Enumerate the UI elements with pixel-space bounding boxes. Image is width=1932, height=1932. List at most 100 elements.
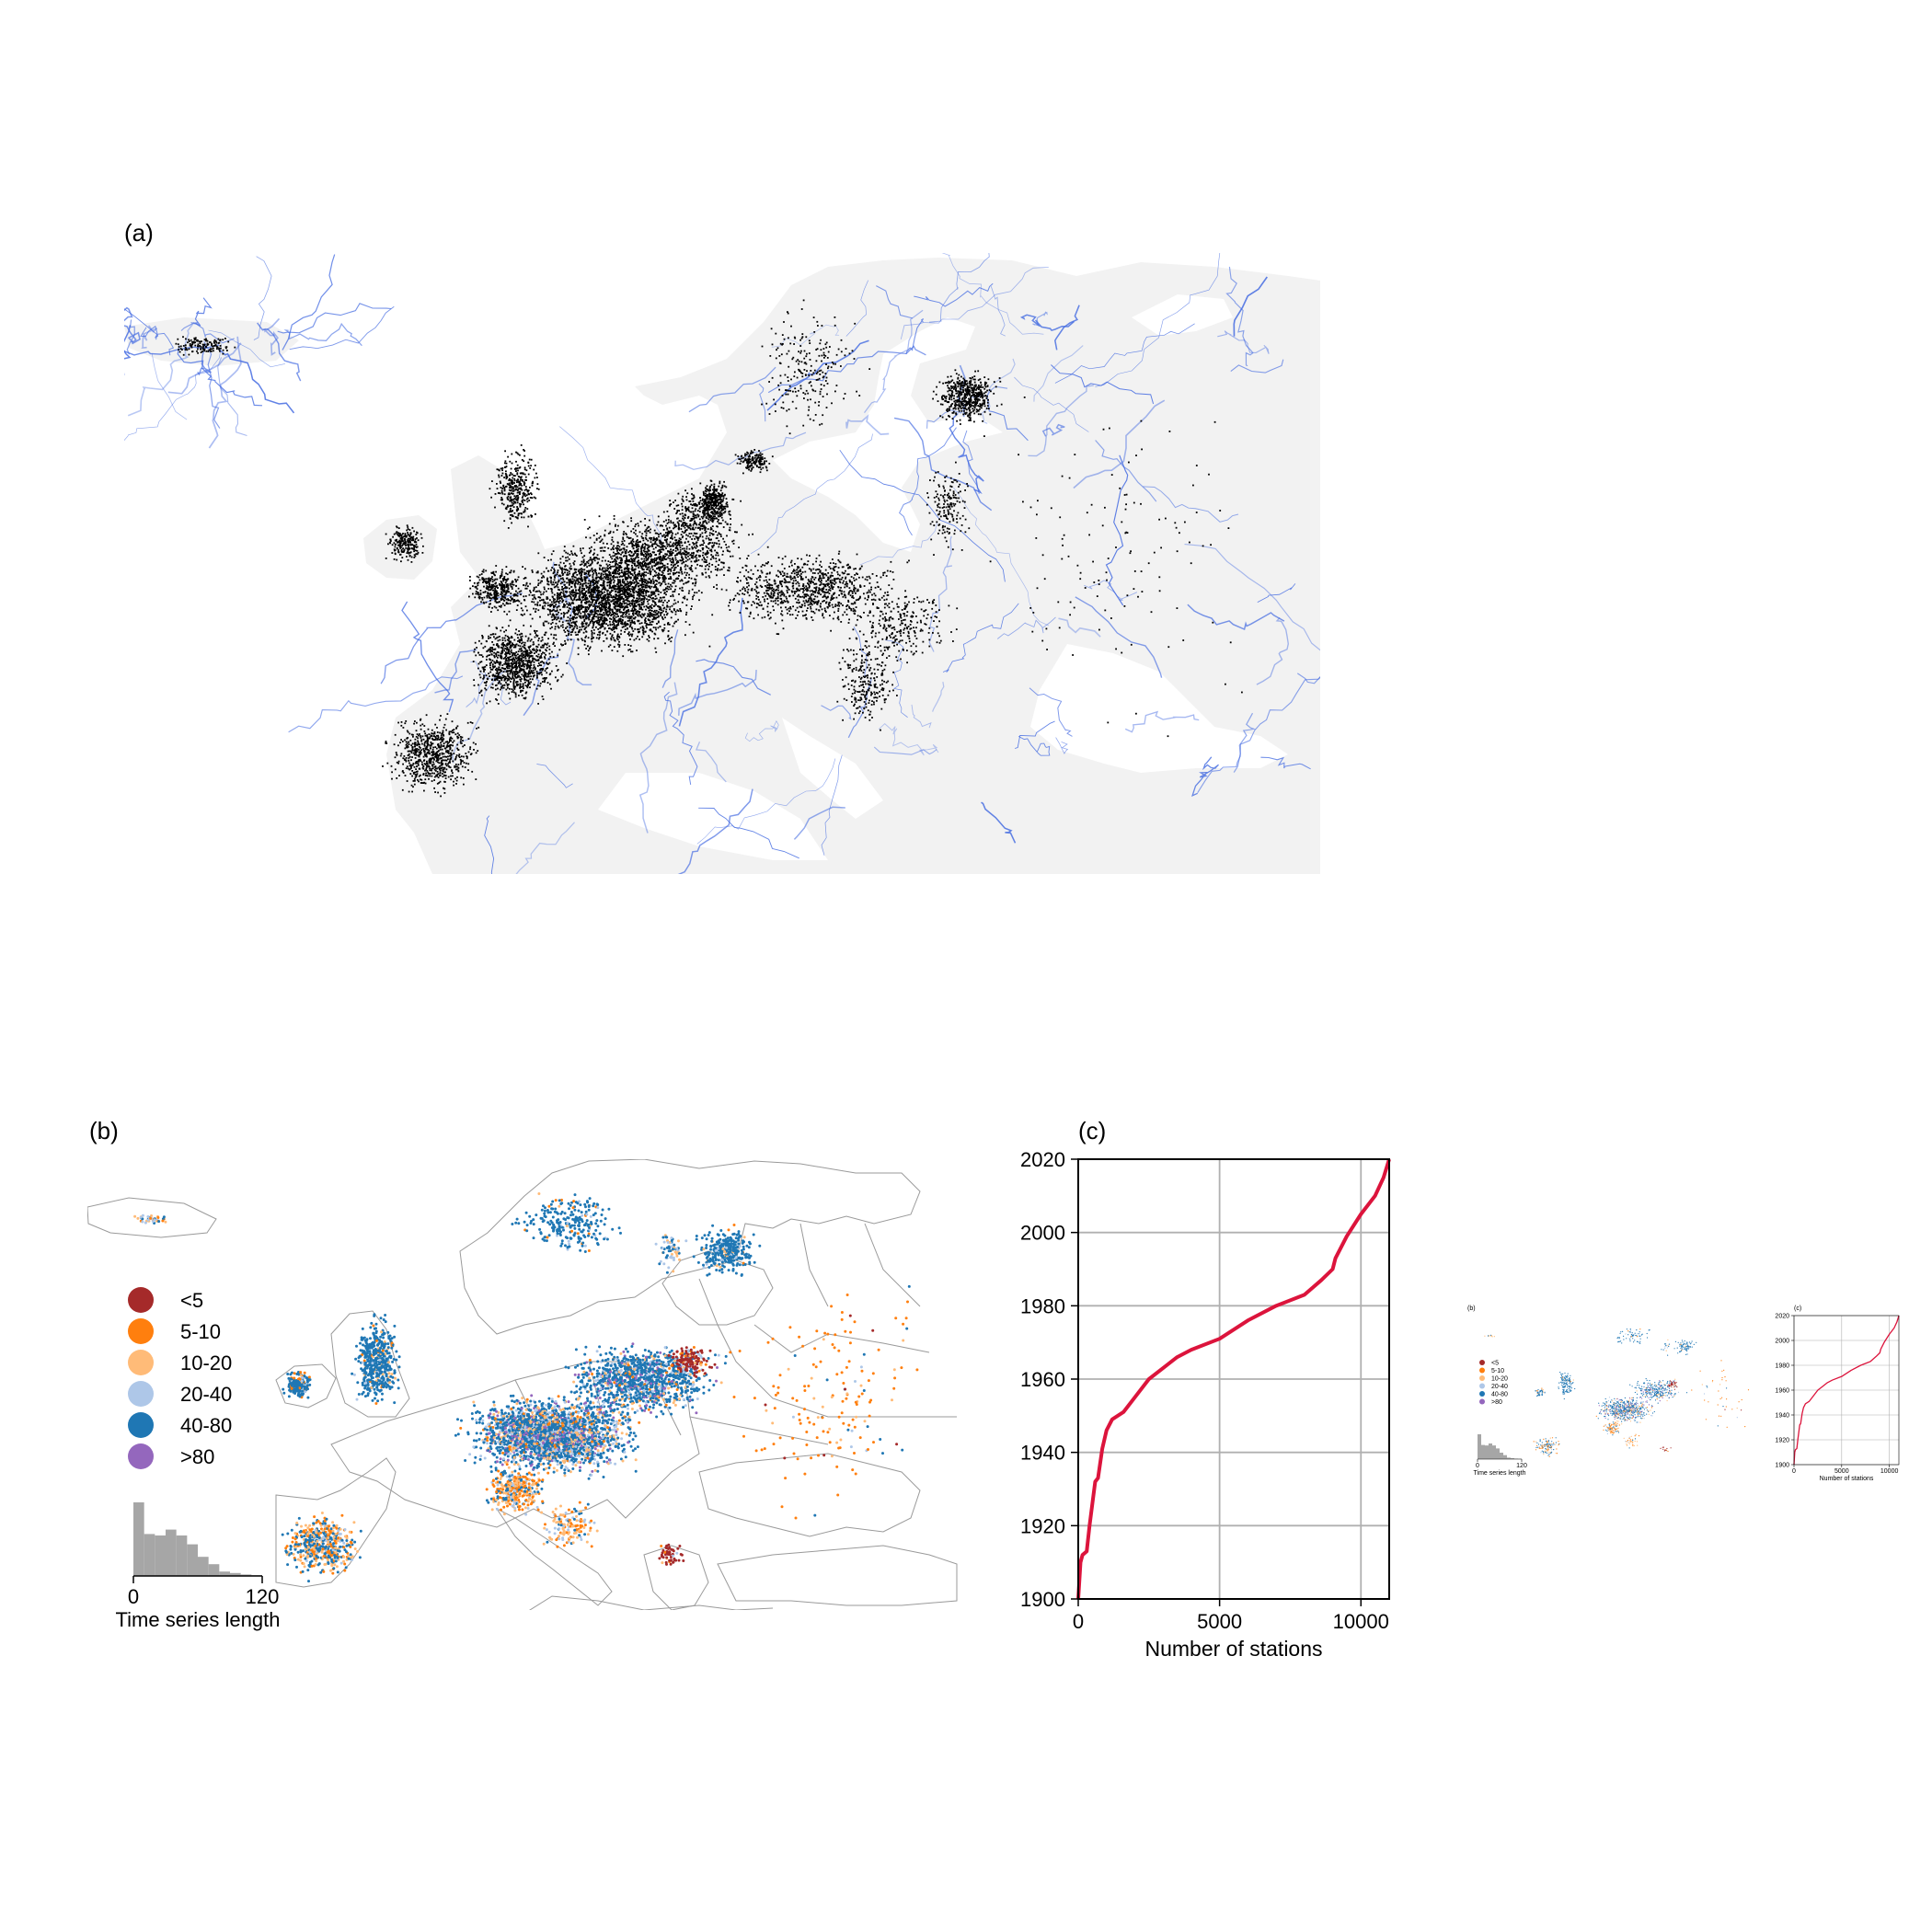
station-dot (581, 587, 584, 590)
station-dot (601, 617, 604, 619)
station-dot (599, 578, 602, 580)
station-dot (556, 618, 558, 621)
station-dot (592, 605, 594, 607)
river-line (941, 253, 1044, 335)
station-dot (662, 629, 665, 631)
station-dot (791, 577, 794, 580)
station-dot (593, 613, 595, 615)
river-line (1095, 253, 1221, 387)
station-dot (661, 616, 663, 619)
station-dot (611, 558, 614, 560)
station-dot (822, 595, 825, 597)
station-dot (661, 611, 663, 614)
station-dot (635, 529, 637, 532)
station-dot (658, 556, 661, 558)
station-dot (674, 539, 677, 542)
station-dot (526, 664, 528, 666)
station-dot (645, 625, 648, 627)
station-dot (554, 645, 556, 647)
station-dot (657, 612, 660, 614)
station-dot (625, 624, 627, 627)
station-dot (551, 609, 554, 612)
station-dot (691, 570, 694, 572)
station-dot (634, 525, 637, 528)
station-dot (626, 535, 628, 538)
station-dot (815, 582, 818, 585)
station-dot (646, 598, 648, 601)
station-dot (578, 572, 581, 575)
station-dot (624, 628, 627, 631)
station-dot (615, 585, 617, 588)
station-dot (626, 546, 628, 548)
station-dot (590, 598, 592, 600)
station-dot (618, 603, 620, 605)
station-dot (629, 638, 631, 640)
station-dot (620, 544, 623, 546)
station-dot (646, 563, 648, 566)
station-dot (657, 557, 660, 559)
station-dot (628, 600, 631, 603)
station-dot (647, 544, 650, 546)
station-dot (635, 541, 638, 543)
station-dot (474, 641, 477, 644)
station-dot (669, 608, 671, 611)
station-dot (608, 570, 610, 573)
station-dot (650, 581, 652, 583)
station-dot (777, 589, 780, 592)
station-dot (499, 638, 501, 641)
station-dot (524, 678, 527, 681)
station-dot (501, 627, 504, 628)
station-dot (527, 679, 530, 682)
station-dot (565, 557, 567, 559)
station-dot (517, 637, 519, 639)
station-dot (585, 617, 588, 620)
station-dot (678, 542, 681, 544)
station-dot (529, 639, 532, 642)
station-dot (585, 615, 587, 617)
station-dot (811, 563, 814, 566)
station-dot (574, 586, 577, 588)
station-dot (813, 583, 816, 585)
station-dot (606, 611, 609, 614)
station-dot (661, 559, 664, 561)
station-dot (613, 628, 615, 630)
station-dot (711, 525, 714, 527)
station-dot (591, 631, 593, 634)
station-dot (546, 597, 549, 600)
station-dot (577, 579, 580, 581)
station-dot (776, 597, 779, 600)
station-dot (655, 617, 657, 620)
station-dot (648, 607, 650, 610)
station-dot (636, 546, 638, 547)
station-dot (655, 604, 657, 606)
river-line (1225, 266, 1254, 367)
station-dot (581, 563, 583, 566)
station-dot (572, 607, 575, 610)
station-dot (675, 542, 678, 545)
station-dot (497, 636, 500, 638)
station-dot (535, 597, 537, 600)
station-dot (666, 566, 669, 569)
station-dot (615, 595, 617, 597)
station-dot (697, 549, 700, 551)
station-dot (650, 537, 653, 539)
station-dot (592, 616, 594, 619)
station-dot (795, 580, 797, 581)
station-dot (592, 622, 594, 624)
station-dot (599, 541, 602, 543)
station-dot (546, 596, 548, 599)
station-dot (547, 583, 550, 586)
station-dot (634, 552, 637, 554)
station-dot (595, 576, 598, 579)
station-dot (624, 592, 626, 593)
station-dot (556, 573, 558, 576)
station-dot (498, 645, 500, 648)
station-dot (599, 627, 601, 629)
river-line (257, 322, 302, 382)
station-dot (610, 591, 613, 593)
station-dot (569, 631, 572, 634)
station-dot (580, 582, 582, 585)
station-dot (626, 599, 628, 601)
station-dot (591, 596, 593, 599)
river-line (1041, 423, 1065, 437)
